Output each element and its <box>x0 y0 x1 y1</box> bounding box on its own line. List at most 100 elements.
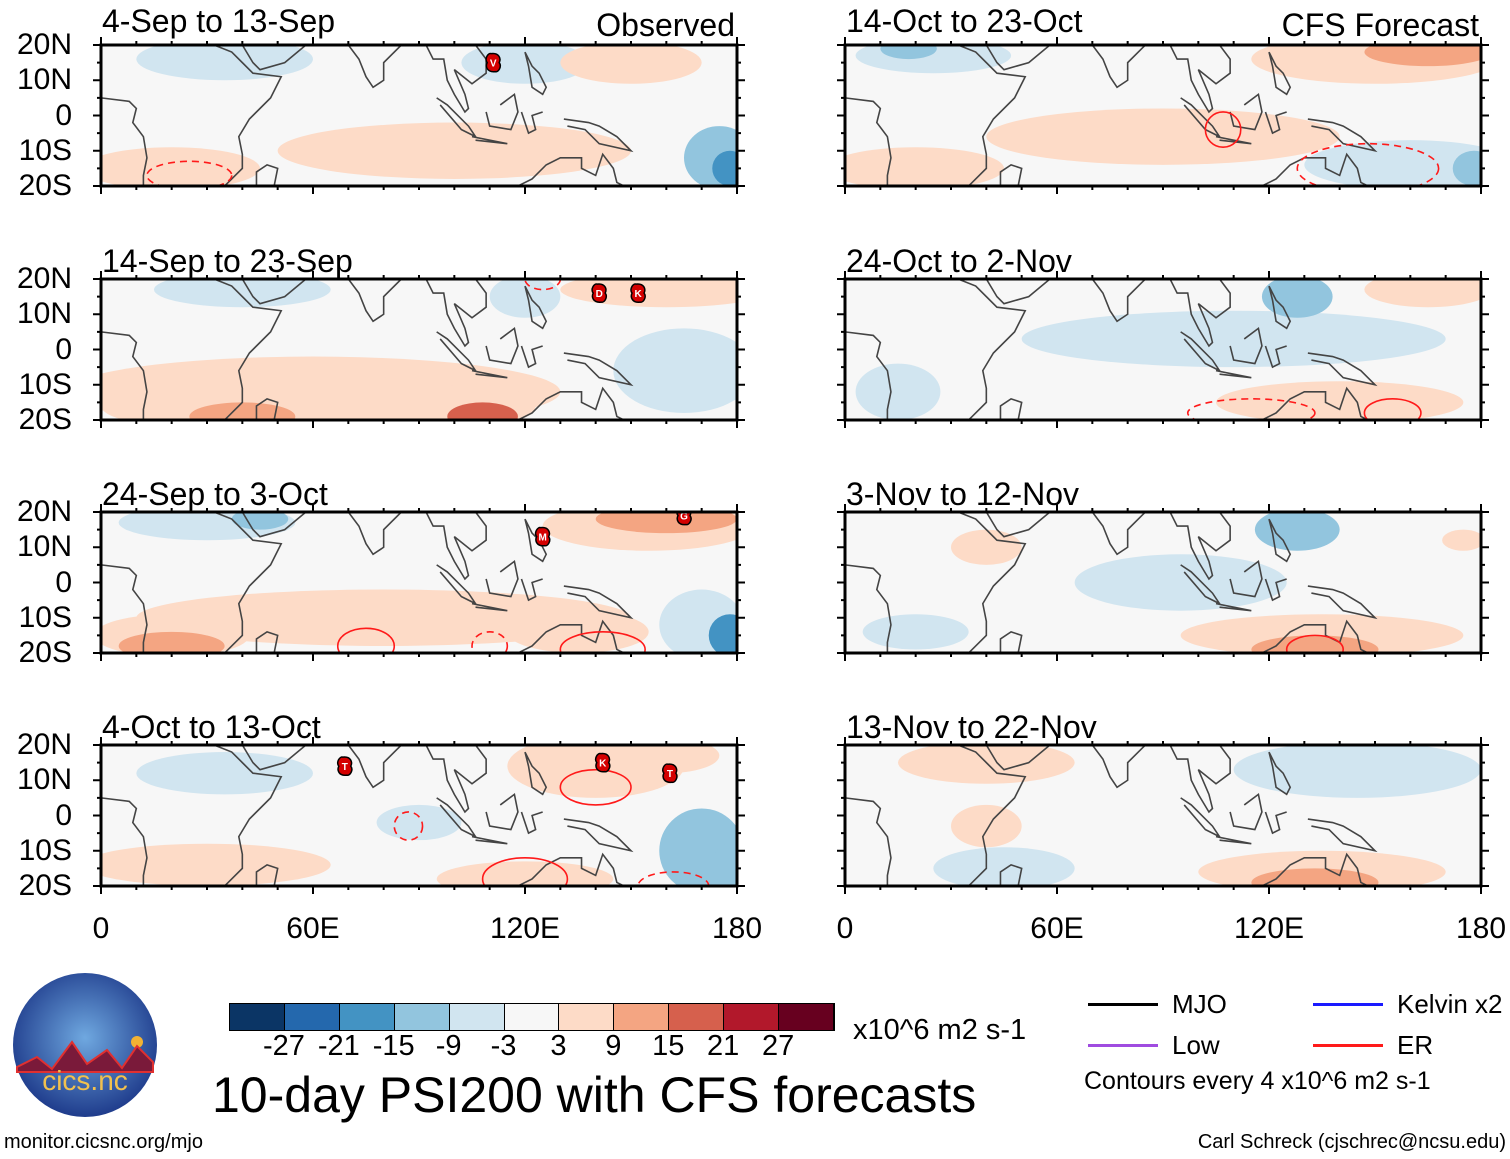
coastline <box>1081 745 1146 789</box>
legend-line-low <box>1088 1044 1158 1047</box>
colorbar-swatch <box>504 1004 560 1030</box>
er-contour <box>146 160 233 186</box>
coastline <box>241 745 307 771</box>
lat-tick-label: 20S <box>18 169 72 202</box>
coastline <box>1307 118 1378 153</box>
coastline <box>845 97 892 186</box>
positive-anomaly <box>595 512 737 534</box>
coastline <box>1307 585 1378 620</box>
legend-label: ER <box>1397 1030 1434 1060</box>
coastline <box>1180 97 1222 139</box>
negative-anomaly <box>880 45 937 60</box>
panel-title: 4-Oct to 13-Oct <box>102 709 321 745</box>
coastline <box>213 745 283 886</box>
colorbar-tick-label: -9 <box>435 1030 462 1062</box>
tropical-cyclone-icon: V <box>485 52 502 73</box>
lat-tick-label: 20N <box>16 28 72 61</box>
colorbar-tick-label: 27 <box>761 1030 795 1062</box>
storm-letter: M <box>538 533 546 544</box>
tropical-cyclone-icon: M <box>534 526 551 547</box>
coastline <box>337 745 402 789</box>
tropical-cyclone-icon: K <box>594 752 611 773</box>
coastline <box>485 326 519 365</box>
coastline <box>471 369 508 379</box>
storm-letter: V <box>490 59 497 70</box>
credit: Carl Schreck (cjschrec@ncsu.edu) <box>1197 1131 1506 1153</box>
coastline <box>1246 386 1369 420</box>
negative-anomaly <box>1261 279 1333 318</box>
coastline <box>524 518 548 563</box>
negative-anomaly <box>933 847 1075 886</box>
figure-title: 10-day PSI200 with CFS forecasts <box>212 1067 977 1123</box>
negative-anomaly <box>489 279 561 318</box>
positive-anomaly <box>986 108 1340 165</box>
positive-anomaly <box>1180 614 1464 653</box>
negative-anomaly <box>708 614 737 653</box>
url-link[interactable]: monitor.cicsnc.org/mjo <box>4 1131 203 1153</box>
storm-letter: T <box>342 762 348 773</box>
coastline <box>1215 835 1252 845</box>
lon-tick-label: 60E <box>286 912 340 945</box>
coastline <box>425 279 487 348</box>
er-contour <box>1285 634 1344 653</box>
coastline <box>563 352 634 387</box>
negative-anomaly <box>154 279 331 308</box>
coastline <box>213 45 283 186</box>
coastline <box>1246 152 1369 186</box>
panel-title: 14-Oct to 23-Oct <box>846 3 1083 39</box>
coastline <box>1307 818 1378 853</box>
colorbar-swatch <box>724 1004 780 1030</box>
storm-letter: K <box>599 759 607 770</box>
coastline <box>1081 45 1146 89</box>
coastline <box>471 135 508 145</box>
panel-title: 24-Sep to 3-Oct <box>102 476 328 512</box>
coastline <box>1215 602 1252 612</box>
positive-anomaly <box>277 122 631 179</box>
lat-tick-label: 10N <box>16 63 72 97</box>
coastline <box>1229 326 1263 365</box>
er-contour <box>1296 142 1440 186</box>
map-panel <box>837 271 1489 428</box>
negative-anomaly <box>855 363 941 420</box>
negative-anomaly <box>1254 512 1340 551</box>
coastline <box>1215 369 1252 379</box>
coastline <box>471 835 508 845</box>
lon-tick-label: 120E <box>489 912 561 945</box>
positive-anomaly <box>560 45 702 84</box>
coastline <box>213 279 283 420</box>
colorbar-swatch <box>614 1004 670 1030</box>
coastline <box>1180 797 1222 839</box>
coastline <box>255 163 279 186</box>
lat-tick-label: 10N <box>16 297 72 331</box>
coastline <box>1246 619 1369 653</box>
tropical-cyclone-icon: G <box>676 512 692 526</box>
colorbar-tick-label: 21 <box>707 1030 740 1062</box>
coastline <box>485 559 519 598</box>
colorbar-tick-label: 3 <box>550 1030 567 1062</box>
coastline <box>485 792 519 831</box>
negative-anomaly <box>712 150 737 186</box>
legend-line-er <box>1313 1044 1383 1047</box>
coastline <box>502 619 625 653</box>
coastline <box>436 797 478 839</box>
lat-tick-label: 10S <box>18 833 72 867</box>
storm-letter: G <box>680 512 688 523</box>
panel-title: 24-Oct to 2-Nov <box>846 243 1072 279</box>
negative-anomaly <box>1452 150 1481 186</box>
coastline <box>1307 352 1378 387</box>
er-contour <box>471 631 509 653</box>
legend-label: MJO <box>1172 989 1227 1019</box>
map-panel <box>837 737 1489 894</box>
coastline <box>337 45 402 89</box>
lat-tick-label: 20S <box>18 869 72 902</box>
er-contour <box>1363 398 1422 420</box>
panel-title: 14-Sep to 23-Sep <box>102 243 353 279</box>
coastline <box>1264 345 1287 369</box>
er-contour <box>1186 398 1316 420</box>
positive-anomaly <box>1276 402 1404 420</box>
coastline <box>563 118 634 153</box>
er-contour <box>1204 111 1242 149</box>
coastline <box>520 578 543 602</box>
colorbar-swatch <box>339 1004 395 1030</box>
